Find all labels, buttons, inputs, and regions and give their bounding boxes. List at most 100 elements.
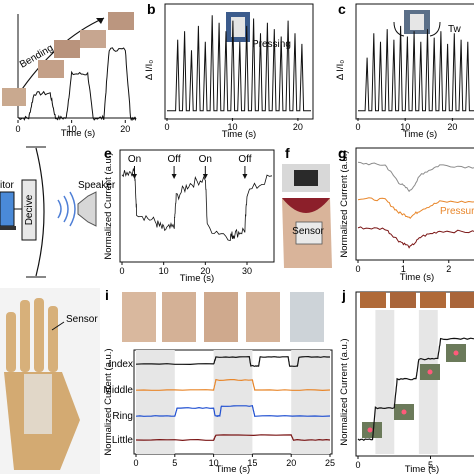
monitor-label: itor bbox=[0, 180, 15, 191]
panel-a-ticks: 0 10 20 bbox=[15, 120, 130, 134]
panel-i-series-label: Middle bbox=[104, 385, 134, 396]
pressing-photo-sensor bbox=[231, 17, 245, 37]
robot-finger-1 bbox=[6, 312, 16, 372]
panel-c-xlabel: Time (s) bbox=[403, 129, 437, 140]
finger-photo-4 bbox=[450, 292, 474, 308]
panel-g-xtick-label: 0 bbox=[355, 264, 360, 274]
panel-g-letter: g bbox=[338, 145, 347, 161]
panel-h-sensor-label: Sensor bbox=[66, 314, 98, 325]
panel-g-series-group bbox=[357, 161, 474, 249]
panel-i-shade-band bbox=[291, 350, 330, 454]
panel-j-shade-band bbox=[418, 310, 438, 454]
panel-i-shade-band bbox=[213, 350, 253, 454]
panel-e-marks: On Off On Off bbox=[128, 154, 252, 179]
panel-f-letter: f bbox=[285, 145, 290, 161]
panel-i-xtick-label: 10 bbox=[209, 458, 219, 468]
finger-photo-3 bbox=[420, 292, 446, 308]
panel-e: e Normalized Current (a.u.) On Off On Off 0… bbox=[103, 145, 275, 284]
sensor-ribbon bbox=[24, 374, 52, 434]
panel-g-ylabel: Normalized Current (a.u.) bbox=[339, 150, 350, 257]
panel-b-xtick-label: 10 bbox=[227, 122, 237, 132]
panel-f-sensor-label: Sensor bbox=[292, 226, 324, 237]
panel-i-xtick-label: 5 bbox=[172, 458, 177, 468]
panel-c-frame bbox=[355, 3, 474, 120]
panel-e-mark-arrowhead bbox=[132, 174, 137, 179]
panel-g-line-2 bbox=[357, 226, 474, 249]
panel-i-xlabel: Time (s) bbox=[216, 464, 250, 474]
panel-e-mark-arrowhead bbox=[202, 174, 208, 179]
panel-c-letter: c bbox=[338, 1, 346, 17]
panel-a-xlabel: Time (s) bbox=[61, 128, 95, 139]
device-box bbox=[21, 179, 37, 241]
panel-e-mark-label: Off bbox=[168, 154, 181, 165]
gesture-photo-4 bbox=[246, 292, 280, 342]
panel-c-series-group bbox=[358, 25, 474, 112]
panel-e-line bbox=[121, 167, 273, 241]
panel-e-mark-label: On bbox=[128, 154, 141, 165]
panel-i-series-label: Index bbox=[109, 359, 133, 370]
speaker-icon bbox=[77, 191, 97, 227]
panel-b-frame bbox=[164, 3, 314, 120]
panel-j-ylabel: Normalized Current (a.u.) bbox=[339, 338, 350, 445]
panel-b-letter: b bbox=[147, 1, 156, 17]
panel-b-ylabel: Δ I/I₀ bbox=[144, 60, 155, 80]
panel-i-series-group bbox=[135, 355, 331, 442]
panel-c-annotation: Tw bbox=[448, 24, 462, 35]
panel-e-mark-label: Off bbox=[238, 154, 251, 165]
gesture-photo-2 bbox=[162, 292, 196, 342]
panel-c-xtick-label: 10 bbox=[400, 122, 410, 132]
led-glow-1 bbox=[367, 427, 373, 433]
panel-g-xtick-label: 2 bbox=[446, 264, 451, 274]
panel-a-xtick-label: 10 bbox=[67, 124, 77, 134]
panel-b: b Δ I/I₀ Pressing 0 10 20 Time (s) bbox=[144, 1, 314, 140]
panel-j-xtick-label: 0 bbox=[355, 460, 360, 470]
panel-g-series-label: Pressure bbox=[440, 206, 474, 217]
panel-i-line-middle bbox=[135, 378, 331, 392]
panel-a-series-group bbox=[17, 47, 137, 122]
bending-photo-1 bbox=[2, 88, 26, 106]
panel-e-mark-arrowhead bbox=[171, 174, 177, 179]
panel-c-xtick-label: 20 bbox=[447, 122, 457, 132]
panel-e-letter: e bbox=[104, 145, 112, 161]
sensor-photo-chip bbox=[294, 170, 318, 186]
panel-g-line-0 bbox=[357, 161, 474, 193]
panel-e-series-group bbox=[121, 167, 273, 241]
panel-i-letter: i bbox=[105, 287, 109, 303]
twist-arrow-left bbox=[393, 21, 405, 37]
panel-e-mark-arrowhead bbox=[242, 174, 248, 179]
panel-e-ticks: 0 10 20 30 bbox=[119, 262, 252, 276]
finger-photo-1 bbox=[360, 292, 386, 308]
panel-e-ylabel: Normalized Current (a.u.) bbox=[103, 152, 114, 259]
panel-g-ticks: 0 1 2 bbox=[355, 260, 451, 274]
sensor-pointer-line bbox=[51, 321, 65, 331]
panel-e-xtick-label: 0 bbox=[119, 266, 124, 276]
panel-j-series-group bbox=[357, 337, 474, 441]
finger-photo-2 bbox=[390, 292, 416, 308]
sound-waves-icon bbox=[57, 191, 76, 227]
gesture-photo-3 bbox=[204, 292, 238, 342]
gesture-photo-1 bbox=[122, 292, 156, 342]
panel-b-ticks: 0 10 20 bbox=[164, 118, 303, 132]
panel-i: i Normalized Current (a.u.) Index Middle R… bbox=[103, 287, 335, 474]
panel-i-line-index bbox=[135, 355, 330, 367]
panel-e-xtick-label: 20 bbox=[200, 266, 210, 276]
panel-g-frame bbox=[355, 147, 474, 261]
panel-h: Sensor bbox=[0, 288, 100, 474]
panel-a-xtick-label: 20 bbox=[120, 124, 130, 134]
panel-a-xtick-label: 0 bbox=[15, 124, 20, 134]
panel-b-xtick-label: 0 bbox=[164, 122, 169, 132]
panel-c: c Δ I/I₀ Tw 0 10 20 Time (s) bbox=[335, 1, 474, 140]
panel-i-line-ring bbox=[135, 404, 331, 418]
robot-finger-2 bbox=[20, 300, 30, 372]
panel-c-xtick-label: 0 bbox=[355, 122, 360, 132]
panel-g-line-1 bbox=[357, 197, 474, 219]
speaker-label: Speaker bbox=[78, 180, 116, 191]
twist-arrow-right bbox=[429, 21, 441, 37]
panel-i-line-little bbox=[135, 434, 331, 442]
panel-b-series-group bbox=[167, 15, 311, 112]
panel-b-xlabel: Time (s) bbox=[222, 129, 256, 140]
twist-photo-sensor bbox=[410, 14, 424, 30]
device-label: Decive bbox=[24, 194, 35, 225]
